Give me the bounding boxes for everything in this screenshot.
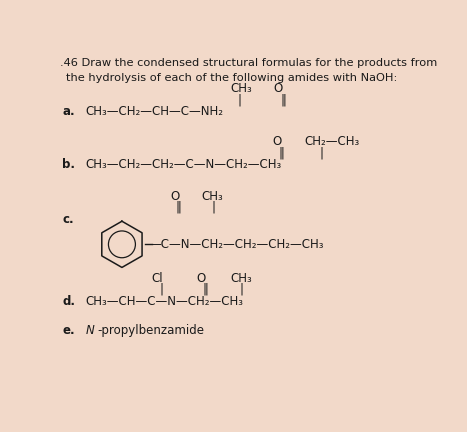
- Text: |: |: [211, 201, 215, 214]
- Text: O: O: [272, 135, 282, 149]
- Text: e.: e.: [62, 324, 75, 337]
- Text: the hydrolysis of each of the following amides with NaOH:: the hydrolysis of each of the following …: [66, 73, 397, 83]
- Text: c.: c.: [62, 213, 74, 226]
- Text: ‖: ‖: [278, 146, 284, 159]
- Text: |: |: [240, 283, 244, 295]
- Text: b.: b.: [62, 158, 75, 171]
- Text: Cl: Cl: [151, 272, 163, 285]
- Text: ‖: ‖: [280, 93, 286, 106]
- Text: ‖: ‖: [203, 283, 208, 295]
- Text: —C—N—CH₂—CH₂—CH₂—CH₃: —C—N—CH₂—CH₂—CH₂—CH₃: [150, 238, 324, 251]
- Text: ‖: ‖: [176, 201, 181, 214]
- Text: O: O: [196, 272, 205, 285]
- Text: N: N: [85, 324, 94, 337]
- Text: CH₃—CH₂—CH₂—C—N—CH₂—CH₃: CH₃—CH₂—CH₂—C—N—CH₂—CH₃: [85, 158, 282, 171]
- Text: -propylbenzamide: -propylbenzamide: [97, 324, 204, 337]
- Text: d.: d.: [62, 295, 75, 308]
- Text: CH₃: CH₃: [230, 272, 252, 285]
- Text: a.: a.: [62, 105, 75, 118]
- Text: |: |: [319, 146, 324, 159]
- Text: O: O: [170, 190, 179, 203]
- Text: CH₃: CH₃: [230, 83, 252, 95]
- Text: .46 Draw the condensed structural formulas for the products from: .46 Draw the condensed structural formul…: [60, 57, 437, 68]
- Text: O: O: [274, 83, 283, 95]
- Text: CH₃: CH₃: [202, 190, 224, 203]
- Text: CH₂—CH₃: CH₂—CH₃: [305, 135, 360, 149]
- Text: |: |: [159, 283, 163, 295]
- Text: CH₃—CH—C—N—CH₂—CH₃: CH₃—CH—C—N—CH₂—CH₃: [85, 295, 243, 308]
- Text: CH₃—CH₂—CH—C—NH₂: CH₃—CH₂—CH—C—NH₂: [85, 105, 224, 118]
- Text: |: |: [237, 93, 241, 106]
